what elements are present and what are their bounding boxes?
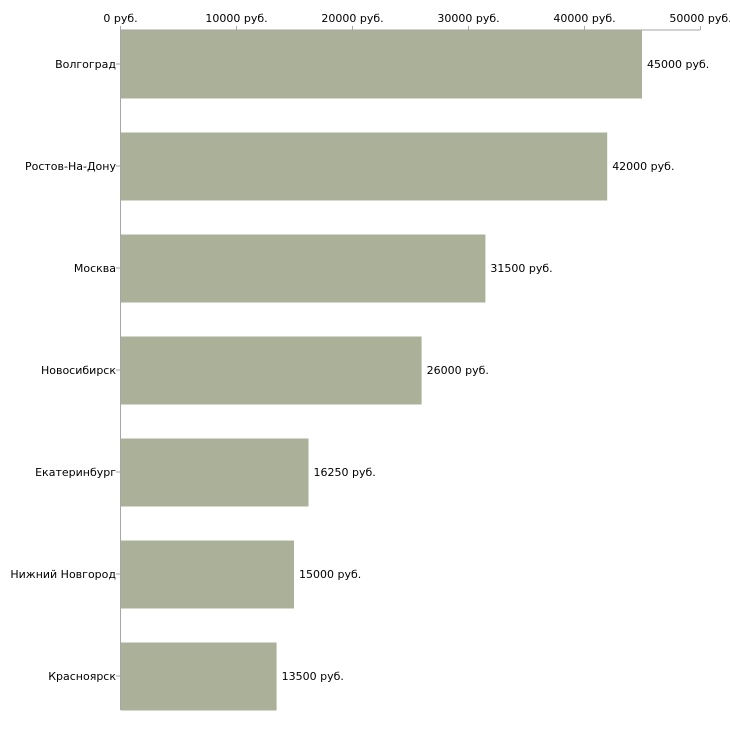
category-label: Ростов-На-Дону bbox=[25, 160, 116, 173]
bar bbox=[121, 336, 422, 405]
value-label: 45000 руб. bbox=[647, 58, 709, 71]
category-label: Новосибирск bbox=[41, 364, 116, 377]
labels: Волгоград 45000 руб. Ростов-На-Дону 42000 р… bbox=[10, 58, 709, 683]
x-tick-label: 10000 руб. bbox=[205, 12, 267, 25]
x-tick-label: 40000 руб. bbox=[553, 12, 615, 25]
value-label: 15000 руб. bbox=[299, 568, 361, 581]
value-label: 26000 руб. bbox=[427, 364, 489, 377]
bar bbox=[121, 30, 642, 99]
x-tick-label: 30000 руб. bbox=[437, 12, 499, 25]
bar bbox=[121, 234, 486, 303]
category-label: Нижний Новгород bbox=[10, 568, 116, 581]
category-label: Екатеринбург bbox=[35, 466, 116, 479]
x-tick-label: 20000 руб. bbox=[321, 12, 383, 25]
category-label: Красноярск bbox=[48, 670, 116, 683]
bars bbox=[121, 30, 642, 711]
value-label: 31500 руб. bbox=[490, 262, 552, 275]
value-label: 13500 руб. bbox=[282, 670, 344, 683]
bar bbox=[121, 642, 277, 711]
x-tick-label: 50000 руб. bbox=[669, 12, 730, 25]
bar bbox=[121, 132, 608, 201]
category-label: Волгоград bbox=[55, 58, 116, 71]
x-axis: 0 руб. 10000 руб. 20000 руб. 30000 руб. 4000… bbox=[103, 12, 730, 710]
bar bbox=[121, 540, 294, 609]
value-label: 16250 руб. bbox=[314, 466, 376, 479]
category-label: Москва bbox=[74, 262, 116, 275]
value-label: 42000 руб. bbox=[612, 160, 674, 173]
x-tick-label: 0 руб. bbox=[103, 12, 137, 25]
bar bbox=[121, 438, 309, 507]
